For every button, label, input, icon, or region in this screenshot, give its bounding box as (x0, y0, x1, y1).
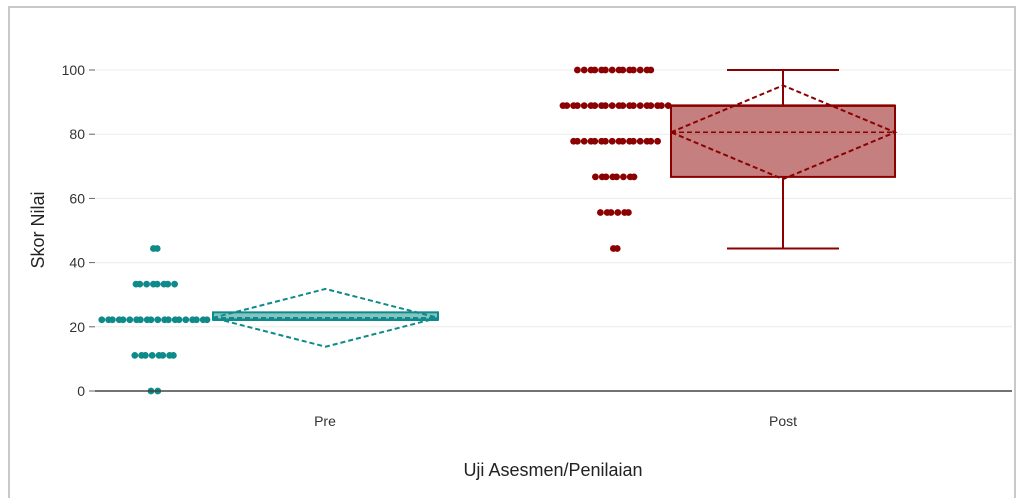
data-point (143, 280, 151, 288)
data-point (142, 351, 149, 359)
data-point (608, 66, 616, 74)
data-point (602, 66, 609, 74)
data-point (636, 137, 644, 145)
data-point (613, 245, 621, 252)
data-point (630, 66, 637, 74)
y-tick-label: 60 (69, 190, 85, 206)
y-tick-label: 100 (62, 62, 86, 78)
data-point (574, 102, 581, 110)
data-point (591, 137, 599, 145)
data-point (630, 173, 638, 181)
mean-sd-diamond (668, 84, 898, 181)
data-point (98, 316, 106, 324)
y-tick-label: 40 (69, 255, 85, 271)
data-point (591, 66, 599, 74)
data-point (171, 280, 179, 288)
y-tick-label: 80 (69, 126, 85, 142)
data-point (580, 102, 588, 110)
data-point (170, 351, 177, 359)
data-point (608, 137, 616, 145)
chart-frame (8, 6, 1016, 498)
data-point (620, 173, 627, 181)
data-point (109, 316, 116, 324)
data-point (154, 316, 162, 324)
data-point (647, 66, 655, 74)
data-point (647, 102, 655, 110)
data-point (607, 209, 615, 216)
plot-area (98, 66, 898, 395)
data-point (126, 316, 134, 324)
data-point (636, 66, 644, 74)
group-post (559, 66, 898, 252)
x-tick-label: Pre (314, 413, 336, 429)
data-point (165, 316, 172, 324)
data-point (630, 137, 637, 145)
data-point (664, 102, 672, 110)
data-point (563, 102, 571, 110)
data-point (164, 280, 172, 288)
data-point (619, 102, 627, 110)
data-point (574, 137, 581, 145)
data-point (147, 316, 155, 324)
data-point (136, 280, 144, 288)
data-point (159, 351, 167, 359)
data-point (153, 245, 161, 252)
data-point (591, 102, 599, 110)
data-point (580, 66, 588, 74)
data-point (614, 209, 622, 216)
data-point (580, 137, 588, 145)
data-point (647, 137, 655, 145)
data-point (182, 316, 190, 324)
data-point (153, 280, 161, 288)
y-axis-ticks: 0 20 40 60 80 100 (62, 62, 95, 399)
x-axis-title: Uji Asesmen/Penilaian (463, 460, 642, 480)
x-axis-ticks: Pre Post (314, 413, 797, 429)
data-point (630, 102, 637, 110)
data-point (175, 316, 183, 324)
data-point (148, 351, 156, 359)
data-point (574, 66, 581, 74)
iqr-box (670, 104, 896, 178)
data-point (602, 137, 609, 145)
data-point (119, 316, 127, 324)
group-pre (98, 245, 439, 395)
data-point (625, 209, 632, 216)
data-point (619, 137, 627, 145)
data-point (636, 102, 644, 110)
data-point (193, 316, 200, 324)
box-plot-chart: 0 20 40 60 80 100 Pre Post Skor Nilai Uji Ases… (28, 62, 1012, 480)
data-point (137, 316, 144, 324)
data-point (608, 102, 616, 110)
data-point (654, 137, 661, 145)
data-point (203, 316, 211, 324)
y-tick-label: 0 (77, 383, 85, 399)
data-point (658, 102, 665, 110)
data-point (602, 173, 610, 181)
x-tick-label: Post (769, 413, 797, 429)
data-point (619, 66, 627, 74)
data-point (592, 173, 599, 181)
data-point (613, 173, 620, 181)
data-point (602, 102, 609, 110)
data-point (131, 351, 139, 359)
y-axis-title: Skor Nilai (28, 191, 48, 268)
y-tick-label: 20 (69, 319, 85, 335)
data-point (597, 209, 604, 216)
